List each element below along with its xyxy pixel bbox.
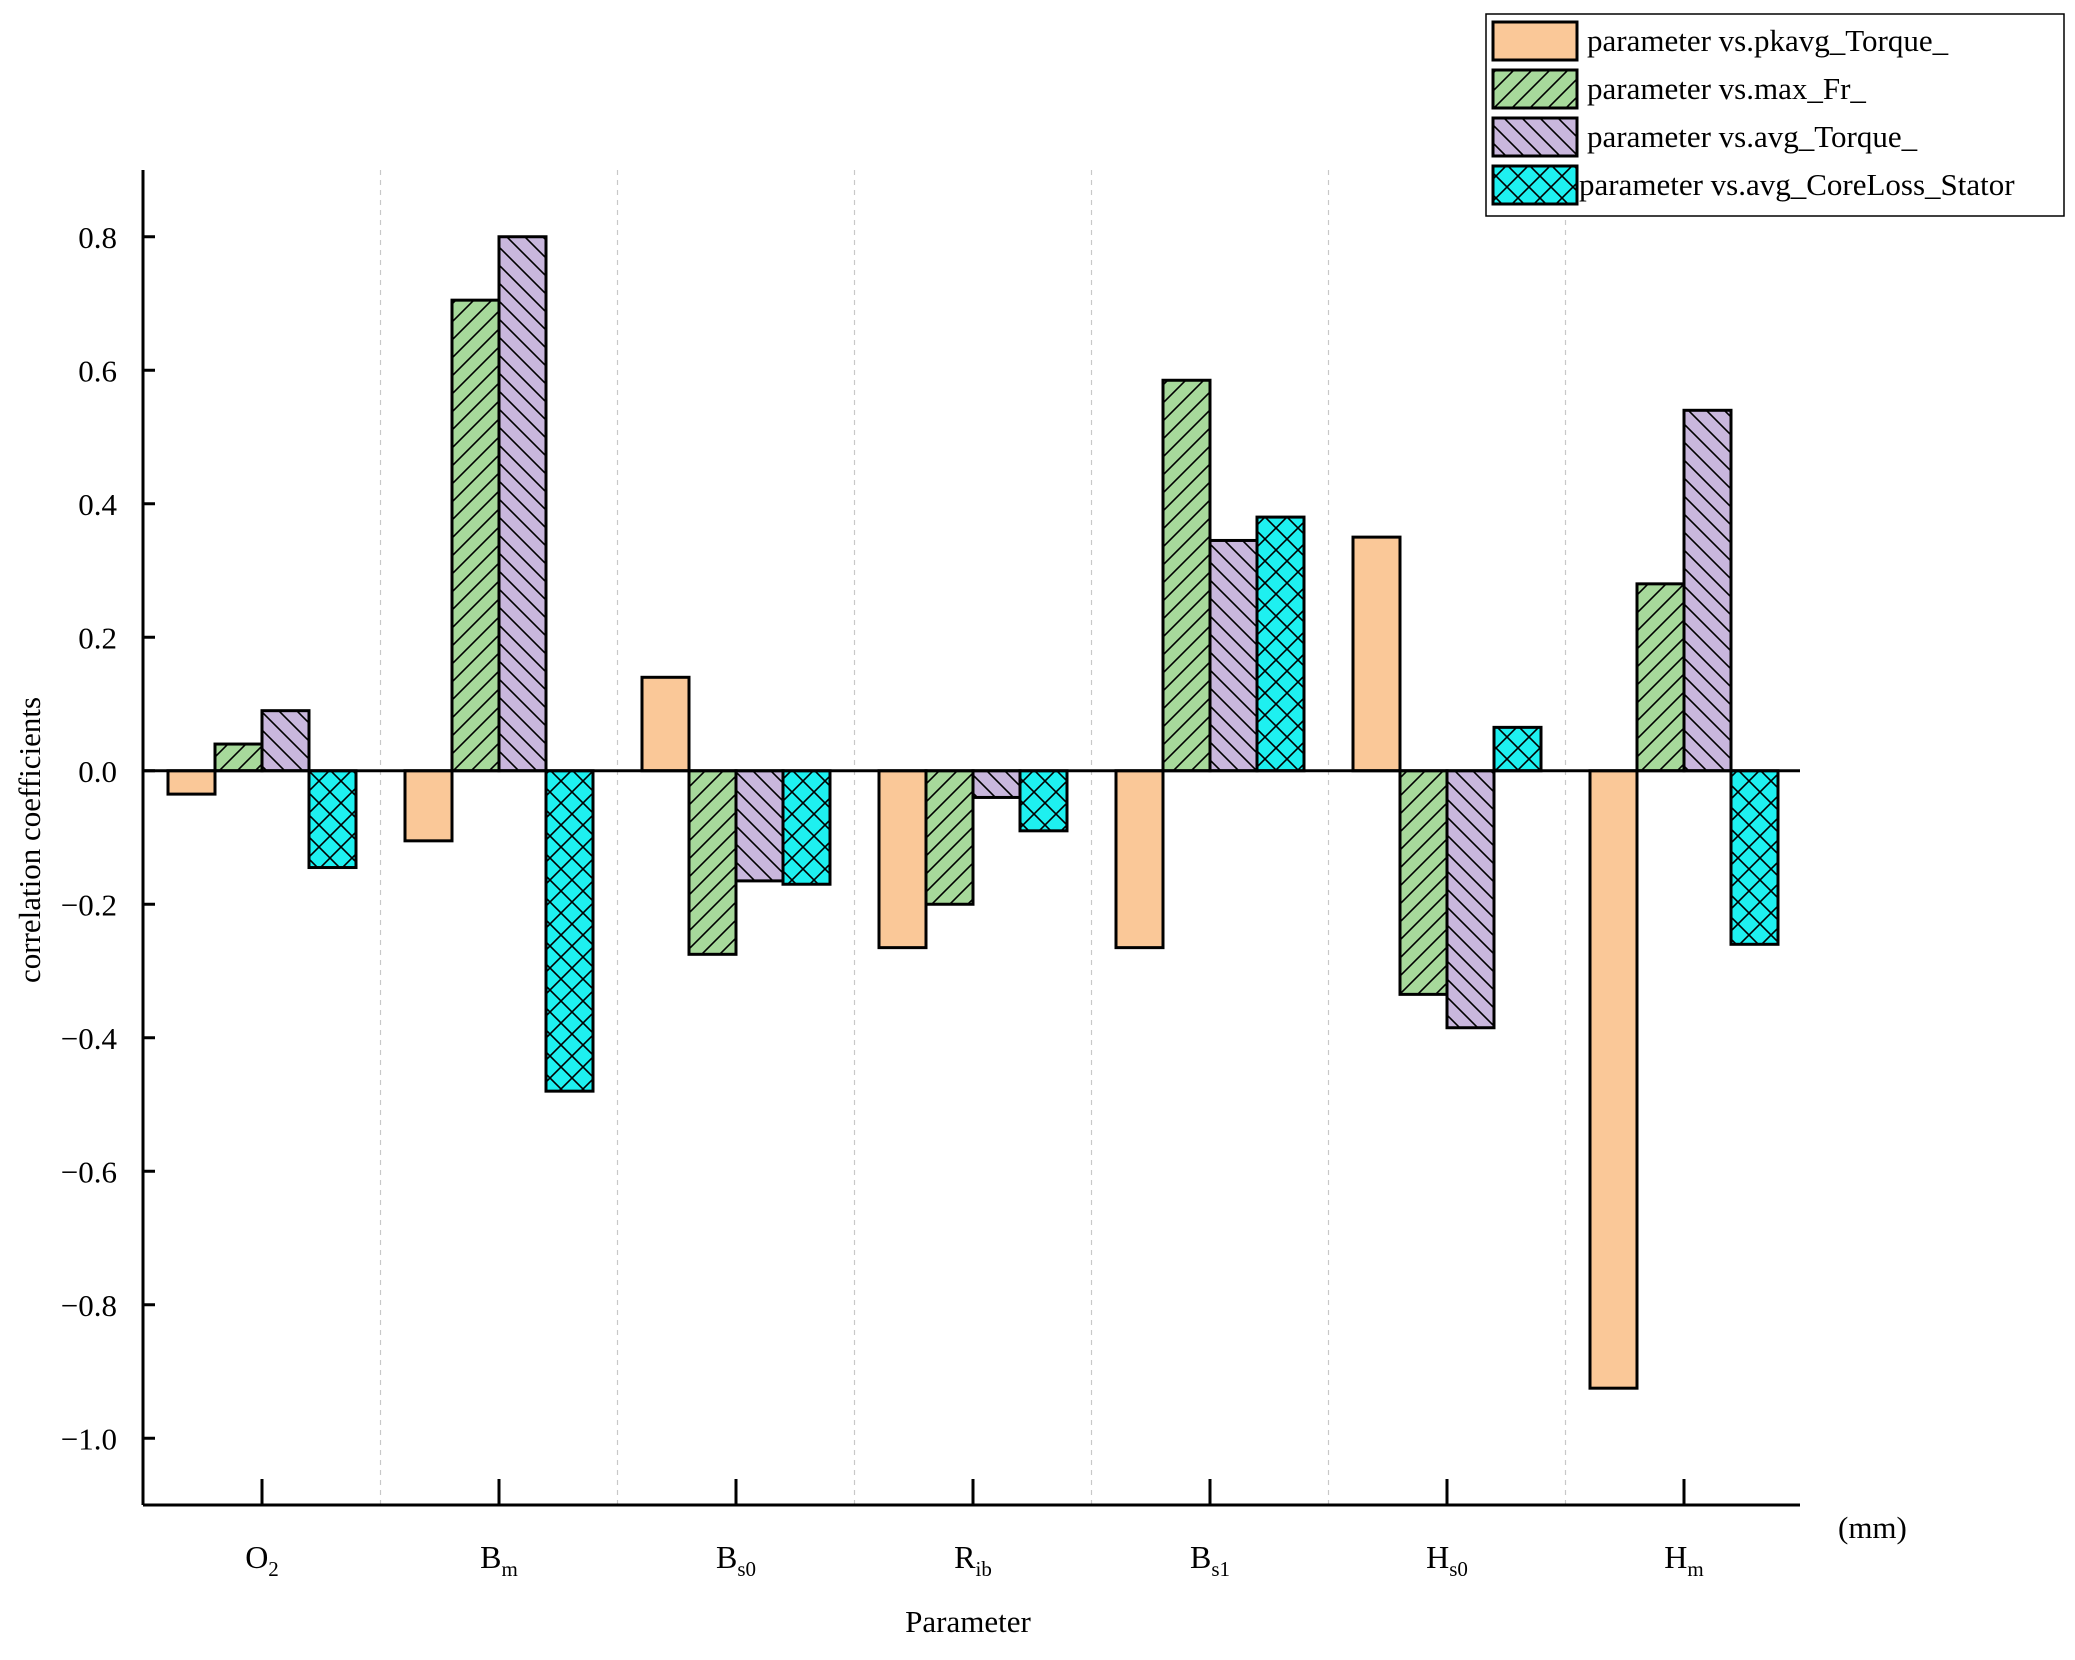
bar-pattern-4-1 [309,770,356,868]
labels-layer: correlation coefficients Parameter (mm) [12,697,1907,1639]
bar-pattern-3-5 [1210,540,1257,771]
y-tick-label: 0.2 [78,620,117,655]
legend-swatch-outline-4 [1491,164,1579,206]
legend-swatch-pattern-3 [1493,118,1577,156]
legend-swatch-outline-1 [1491,20,1579,62]
bar-1-4 [879,770,926,948]
bar-pattern-2-1 [215,744,262,771]
bar-pattern-3-4 [973,770,1020,798]
x-tick-label: Hm [1664,1539,1703,1581]
unit-label: (mm) [1838,1510,1907,1545]
y-tick-label: 0.6 [78,353,117,388]
y-tick-label: 0.0 [78,754,117,789]
legend: parameter vs.pkavg_Torque_ parameter vs.m… [1485,13,2065,217]
bar-1-1 [168,770,215,795]
legend-swatch-outline-2 [1491,68,1579,110]
legend-label-4: parameter vs.avg_CoreLoss_Stator [1579,167,2015,202]
bar-1-7 [1590,770,1637,1389]
bar-pattern-2-2 [452,300,499,771]
bar-pattern-4-5 [1257,517,1304,771]
x-axis-title: Parameter [905,1604,1031,1639]
bar-pattern-4-2 [546,770,593,1092]
y-tick-label: −0.2 [61,887,117,922]
y-tick-label: −0.6 [61,1154,117,1189]
y-tick-label: 0.4 [78,487,117,522]
bar-pattern-4-3 [783,770,830,885]
bar-1-3 [642,677,689,771]
y-tick-label: −1.0 [61,1421,117,1456]
bar-pattern-2-6 [1400,770,1447,995]
bar-1-2 [405,770,452,841]
bar-1-6 [1353,537,1400,771]
x-tick-label: Hs0 [1426,1539,1468,1581]
y-tick-label: −0.8 [61,1288,117,1323]
legend-swatch-pattern-2 [1493,70,1577,108]
y-tick-label: 0.8 [78,220,117,255]
bar-pattern-3-1 [262,710,309,771]
bar-pattern-3-6 [1447,770,1494,1028]
x-tick-label: Bm [480,1539,518,1581]
bar-pattern-4-6 [1494,727,1541,771]
bar-pattern-2-7 [1637,583,1684,771]
bar-pattern-4-4 [1020,770,1067,831]
bar-pattern-2-4 [926,770,973,905]
category-separators [379,170,1567,1505]
bar-pattern-2-5 [1163,380,1210,771]
bar-pattern-3-3 [736,770,783,881]
x-tick-label: O2 [245,1539,279,1581]
axes-layer: −1.0 −0.8 −0.6 −0.4 −0.2 0.0 0.2 0.4 0.6 0.8 O2 Bm B… [61,170,1800,1581]
legend-swatch-outline-3 [1491,116,1579,158]
legend-swatch-pattern-4 [1493,166,1577,204]
bar-pattern-3-7 [1684,410,1731,771]
bars-layer [166,235,1780,1390]
bar-pattern-3-2 [499,236,546,771]
bar-1-5 [1116,770,1163,948]
legend-label-3: parameter vs.avg_Torque_ [1587,119,1918,154]
bar-pattern-4-7 [1731,770,1778,945]
x-tick-label: Bs1 [1190,1539,1230,1581]
legend-swatch-1 [1493,22,1577,60]
x-tick-label: Bs0 [716,1539,756,1581]
y-tick-label: −0.4 [61,1021,118,1056]
legend-box [1485,13,2065,217]
legend-label-2: parameter vs.max_Fr_ [1587,71,1866,106]
bar-pattern-2-3 [689,770,736,955]
x-tick-label: Rib [954,1539,992,1581]
y-axis-title: correlation coefficients [12,697,47,983]
legend-label-1: parameter vs.pkavg_Torque_ [1587,23,1949,58]
